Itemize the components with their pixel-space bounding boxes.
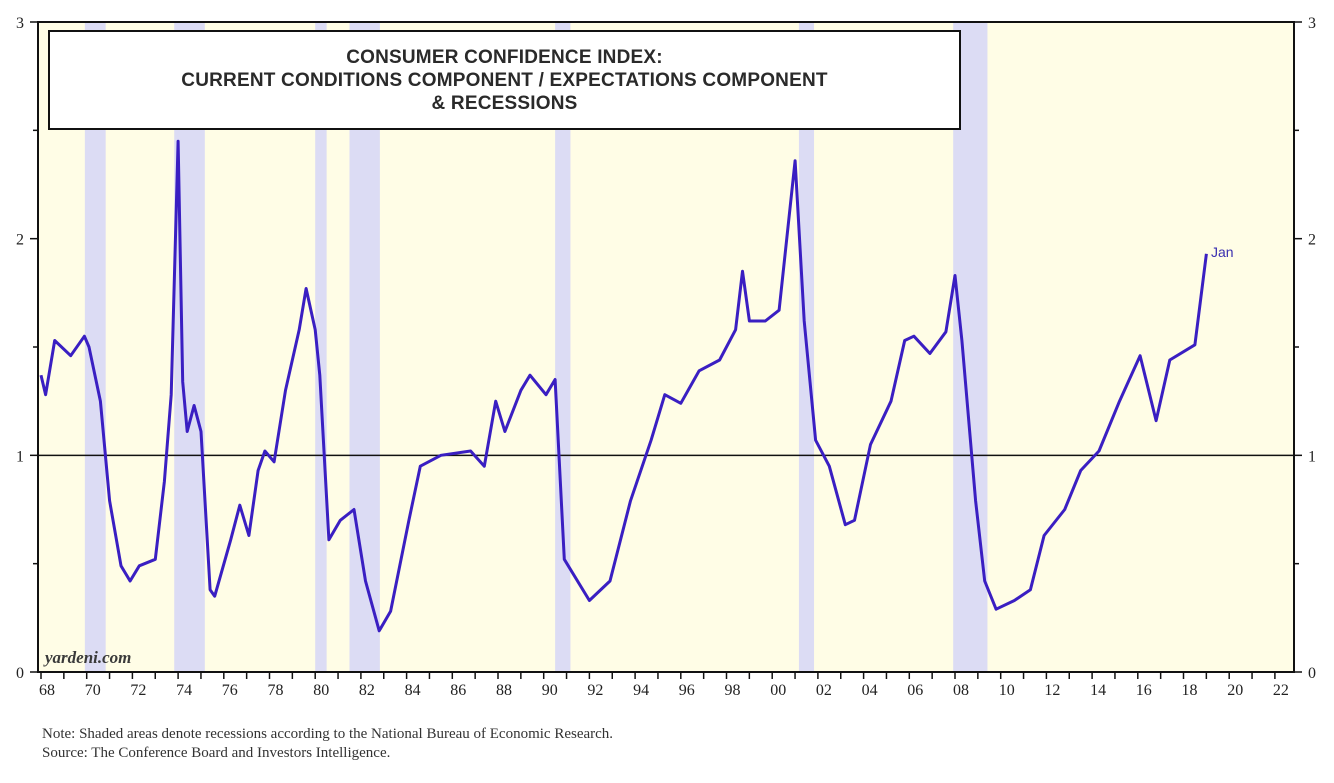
x-tick-label: 22 — [1273, 682, 1289, 699]
axes: 0 01 12 23 368 70 72 74 76 78 80 82 84 86 88 90 92 94 96 98… — [16, 15, 1316, 699]
x-tick-label: 98 — [725, 682, 741, 699]
x-tick-label: 78 — [268, 682, 284, 699]
plot-background — [38, 22, 1294, 672]
x-tick-label: 12 — [1044, 682, 1060, 699]
x-tick-label: 02 — [816, 682, 832, 699]
x-tick-label: 82 — [359, 682, 375, 699]
y-tick-label-right: 1 — [1308, 448, 1316, 465]
end-label: Jan — [1211, 244, 1234, 260]
chart-title-line-3: & RECESSIONS — [431, 92, 578, 114]
recession-band — [349, 22, 380, 672]
y-tick-label-right: 3 — [1308, 15, 1316, 32]
recession-band — [315, 22, 327, 672]
x-tick-label: 80 — [313, 682, 329, 699]
series-line — [39, 139, 1208, 633]
recession-band — [84, 22, 106, 672]
recession-band — [174, 22, 205, 672]
x-tick-label: 88 — [496, 682, 512, 699]
x-tick-label: 76 — [222, 682, 238, 699]
chart-title-box: CONSUMER CONFIDENCE INDEX: CURRENT CONDI… — [48, 30, 961, 130]
x-tick-label: 08 — [953, 682, 969, 699]
watermark: yardeni.com — [45, 648, 132, 667]
y-tick-label-left: 3 — [16, 15, 24, 32]
x-tick-label: 16 — [1136, 682, 1152, 699]
x-tick-label: 18 — [1182, 682, 1198, 699]
recession-shading — [84, 22, 988, 672]
note-text: Note: Shaded areas denote recessions acc… — [42, 726, 614, 742]
chart-title-line-2: CURRENT CONDITIONS COMPONENT / EXPECTATI… — [181, 69, 828, 91]
x-tick-label: 94 — [633, 682, 649, 699]
source-text: Source: The Conference Board and Investo… — [42, 745, 391, 761]
x-tick-label: 84 — [405, 682, 421, 699]
x-tick-label: 86 — [450, 682, 466, 699]
x-tick-label: 96 — [679, 682, 695, 699]
x-tick-label: 92 — [587, 682, 603, 699]
x-tick-label: 14 — [1090, 682, 1106, 699]
x-tick-label: 04 — [862, 682, 878, 699]
recession-band — [555, 22, 571, 672]
y-tick-label-right: 0 — [1308, 665, 1316, 682]
y-tick-label-left: 1 — [16, 448, 24, 465]
x-tick-label: 00 — [770, 682, 786, 699]
x-tick-label: 06 — [907, 682, 923, 699]
x-tick-label: 20 — [1227, 682, 1243, 699]
y-tick-label-left: 0 — [16, 665, 24, 682]
y-tick-label-right: 2 — [1308, 232, 1316, 249]
x-tick-label: 68 — [39, 682, 55, 699]
x-tick-label: 90 — [542, 682, 558, 699]
x-tick-label: 70 — [85, 682, 101, 699]
x-tick-label: 10 — [999, 682, 1015, 699]
x-tick-label: 72 — [130, 682, 146, 699]
y-tick-label-left: 2 — [16, 232, 24, 249]
chart-title-line-1: CONSUMER CONFIDENCE INDEX: — [346, 46, 663, 68]
x-tick-label: 74 — [176, 682, 192, 699]
